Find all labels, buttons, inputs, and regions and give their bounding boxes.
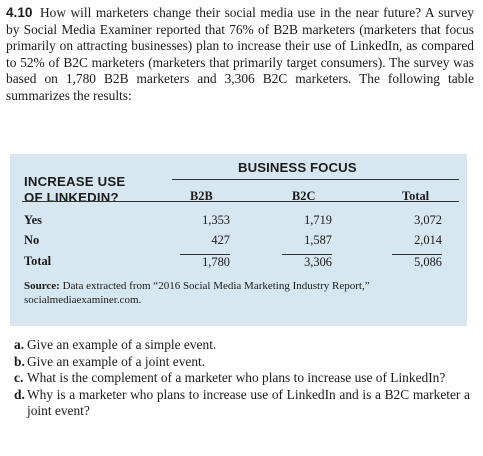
table-row-no: No 427 1,587 2,014 bbox=[10, 233, 467, 250]
problem-number: 4.10 bbox=[6, 5, 33, 20]
question-letter: a. bbox=[14, 337, 25, 352]
table-cell: 3,306 bbox=[282, 254, 332, 270]
question-text: Give an example of a simple event. bbox=[27, 337, 217, 352]
question-text: Why is a marketer who plans to increase … bbox=[27, 386, 470, 419]
column-group-header: BUSINESS FOCUS bbox=[238, 160, 357, 175]
question-letter: d. bbox=[14, 386, 25, 402]
table-cell: 1,353 bbox=[202, 213, 230, 227]
question-letter: c. bbox=[14, 370, 24, 386]
question-item: c. What is the complement of a marketer … bbox=[14, 370, 470, 387]
table-rule-header bbox=[22, 201, 459, 202]
question-item: d. Why is a marketer who plans to increa… bbox=[14, 387, 470, 420]
column-header-total: Total bbox=[402, 189, 430, 203]
question-list: a. Give an example of a simple event. b.… bbox=[14, 337, 470, 420]
question-text: Give an example of a joint event. bbox=[27, 353, 206, 369]
table-row-total: Total 1,780 3,306 5,086 bbox=[10, 254, 467, 271]
table-source-note: Source: Data extracted from “2016 Social… bbox=[24, 280, 444, 307]
problem-text: How will marketers change their social m… bbox=[6, 5, 474, 103]
table-cell: 1,780 bbox=[180, 254, 230, 270]
row-header-line1: INCREASE USE bbox=[24, 174, 126, 189]
table-cell: 5,086 bbox=[392, 254, 442, 270]
question-letter: b. bbox=[14, 353, 25, 369]
question-item: a. Give an example of a simple event. bbox=[14, 337, 470, 354]
problem-statement: 4.10 How will marketers change their soc… bbox=[6, 5, 474, 105]
row-label: Yes bbox=[24, 213, 42, 227]
row-label: Total bbox=[24, 254, 52, 268]
table-cell: 1,587 bbox=[304, 233, 332, 247]
contingency-table: BUSINESS FOCUS INCREASE USE OF LINKEDIN?… bbox=[10, 154, 467, 326]
source-text: Data extracted from “2016 Social Media M… bbox=[24, 280, 370, 306]
row-label: No bbox=[24, 233, 40, 247]
question-item: b. Give an example of a joint event. bbox=[14, 354, 470, 371]
table-cell: 427 bbox=[211, 233, 230, 247]
table-cell: 3,072 bbox=[414, 213, 442, 227]
source-prefix: Source: bbox=[24, 280, 60, 292]
column-header-b2c: B2C bbox=[292, 189, 316, 203]
table-cell: 2,014 bbox=[414, 233, 442, 247]
table-row-yes: Yes 1,353 1,719 3,072 bbox=[10, 213, 467, 230]
column-header-b2b: B2B bbox=[190, 189, 213, 203]
table-cell: 1,719 bbox=[304, 213, 332, 227]
question-text: What is the complement of a marketer who… bbox=[27, 370, 446, 386]
row-header-line2: OF LINKEDIN? bbox=[24, 190, 119, 205]
table-rule-top bbox=[172, 179, 459, 180]
